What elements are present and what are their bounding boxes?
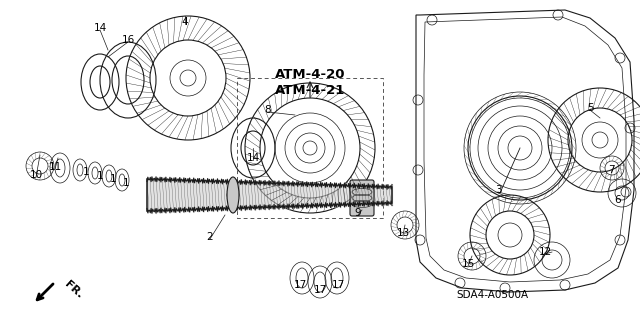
Text: 17: 17 bbox=[332, 280, 344, 290]
Bar bbox=[237, 78, 383, 218]
Ellipse shape bbox=[227, 177, 239, 213]
Text: 9: 9 bbox=[355, 208, 362, 218]
Text: 2: 2 bbox=[207, 232, 213, 242]
Text: 6: 6 bbox=[614, 195, 621, 205]
Text: ATM-4-21: ATM-4-21 bbox=[275, 85, 345, 98]
Text: 14: 14 bbox=[246, 153, 260, 163]
Text: 8: 8 bbox=[265, 105, 271, 115]
Text: 14: 14 bbox=[93, 23, 107, 33]
Text: 3: 3 bbox=[495, 185, 501, 195]
Text: 1: 1 bbox=[97, 171, 103, 181]
Text: ATM-4-20: ATM-4-20 bbox=[275, 69, 345, 81]
Text: FR.: FR. bbox=[63, 279, 85, 300]
Text: 17: 17 bbox=[293, 280, 307, 290]
FancyBboxPatch shape bbox=[350, 180, 374, 216]
Text: 10: 10 bbox=[29, 170, 43, 180]
Text: 1: 1 bbox=[83, 167, 90, 177]
Text: 12: 12 bbox=[538, 247, 552, 257]
Text: 16: 16 bbox=[122, 35, 134, 45]
Text: 4: 4 bbox=[182, 17, 188, 27]
Text: 7: 7 bbox=[608, 165, 614, 175]
Text: 1: 1 bbox=[109, 174, 116, 184]
Text: 15: 15 bbox=[461, 259, 475, 269]
Text: 1: 1 bbox=[123, 178, 129, 188]
Text: 13: 13 bbox=[396, 228, 410, 238]
Text: 5: 5 bbox=[587, 103, 593, 113]
Text: SDA4-A0500A: SDA4-A0500A bbox=[456, 290, 528, 300]
Text: 11: 11 bbox=[49, 162, 61, 172]
Text: 17: 17 bbox=[314, 285, 326, 295]
